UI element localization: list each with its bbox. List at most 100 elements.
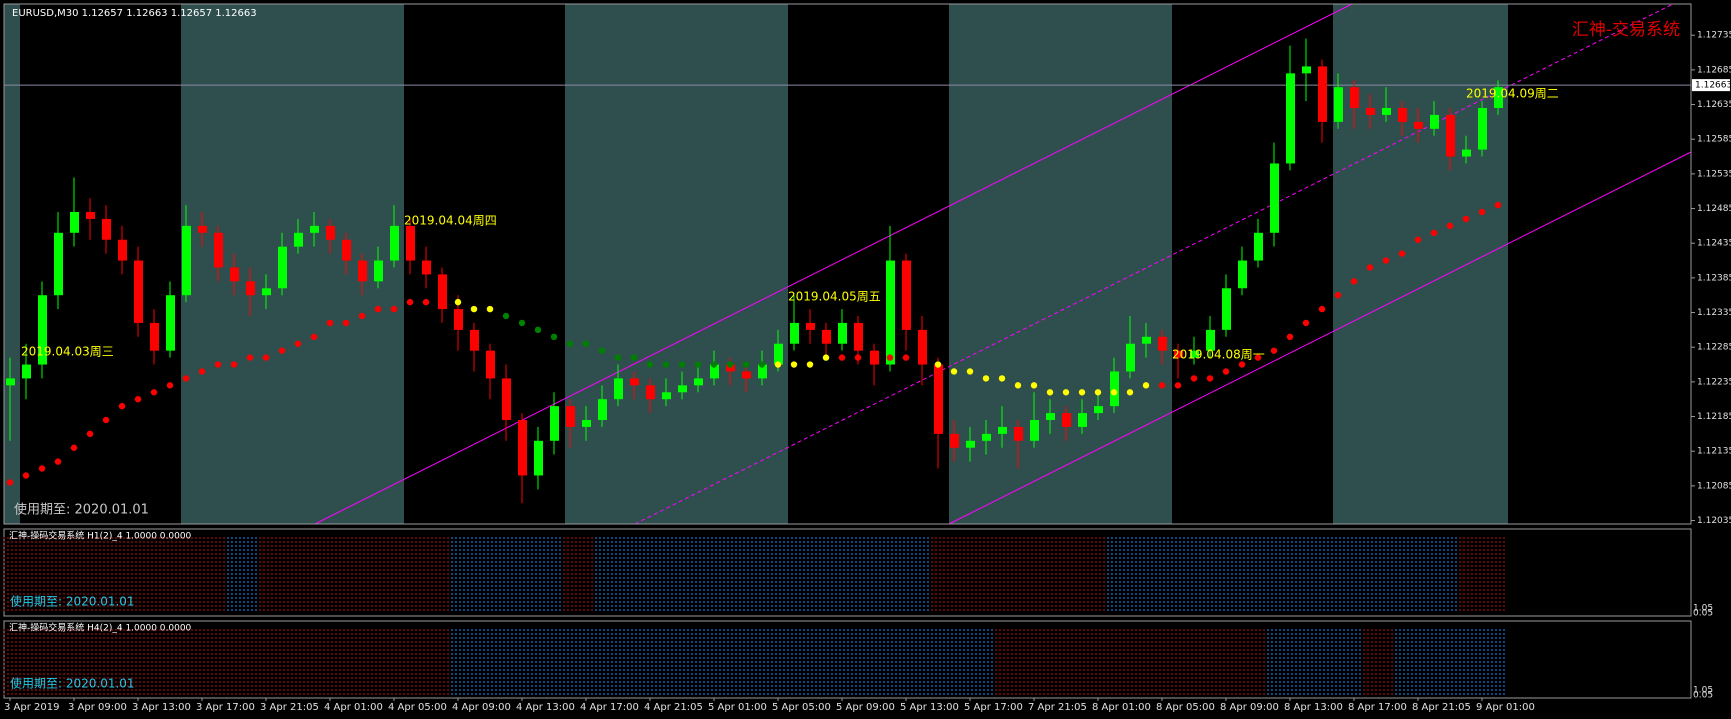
candle-body bbox=[486, 350, 495, 379]
signal-bar bbox=[1315, 537, 1329, 613]
signal-bar bbox=[643, 537, 657, 613]
candle-body bbox=[886, 260, 895, 365]
candle-body bbox=[1318, 66, 1327, 122]
ma-dot bbox=[438, 298, 446, 306]
signal-bar bbox=[563, 629, 577, 695]
signal-bar bbox=[227, 629, 241, 695]
signal-bar bbox=[675, 629, 689, 695]
signal-bar bbox=[1043, 537, 1057, 613]
signal-bar bbox=[467, 537, 481, 613]
x-tick-label: 9 Apr 01:00 bbox=[1476, 702, 1535, 713]
signal-bar bbox=[579, 537, 593, 613]
last-price-box bbox=[1692, 79, 1730, 92]
x-tick-label: 7 Apr 21:05 bbox=[1028, 702, 1087, 713]
signal-bar bbox=[1331, 537, 1345, 613]
signal-bar bbox=[659, 537, 673, 613]
candle-body bbox=[1334, 87, 1343, 122]
signal-bar bbox=[1267, 629, 1281, 695]
candle-body bbox=[1158, 336, 1167, 351]
signal-bar bbox=[1219, 629, 1233, 695]
signal-bar bbox=[1363, 537, 1377, 613]
signal-bar bbox=[931, 629, 945, 695]
candle-body bbox=[310, 225, 319, 233]
indicator-panel-border bbox=[3, 620, 1692, 699]
signal-bar bbox=[915, 537, 929, 613]
signal-bar bbox=[1475, 629, 1489, 695]
ma-dot bbox=[470, 305, 478, 313]
signal-bar bbox=[227, 537, 241, 613]
candle-body bbox=[630, 378, 639, 386]
candle-body bbox=[470, 329, 479, 351]
ma-dot bbox=[502, 312, 510, 320]
signal-bar bbox=[355, 537, 369, 613]
candle-body bbox=[1302, 66, 1311, 74]
ma-dot bbox=[1206, 375, 1214, 382]
ma-dot bbox=[614, 354, 622, 361]
signal-bar bbox=[83, 629, 97, 695]
ma-dot bbox=[598, 347, 606, 354]
signal-bar bbox=[3, 629, 17, 695]
signal-bar bbox=[1171, 537, 1185, 613]
ma-dot bbox=[374, 305, 382, 313]
signal-bar bbox=[1027, 537, 1041, 613]
license-note: 使用期至: 2020.01.01 bbox=[10, 594, 135, 609]
signal-bar bbox=[1331, 629, 1345, 695]
ma-dot bbox=[1350, 278, 1358, 285]
x-tick-label: 3 Apr 2019 bbox=[4, 702, 59, 713]
ma-dot bbox=[854, 354, 862, 361]
x-tick-label: 8 Apr 01:00 bbox=[1092, 702, 1151, 713]
signal-bar bbox=[1411, 537, 1425, 613]
x-tick-label: 4 Apr 21:05 bbox=[644, 702, 703, 713]
signal-bar bbox=[883, 537, 897, 613]
channel-lower bbox=[948, 151, 1692, 525]
candle-body bbox=[998, 426, 1007, 434]
candle-body bbox=[918, 329, 927, 365]
x-tick-label: 4 Apr 05:00 bbox=[388, 702, 447, 713]
candle-body bbox=[1014, 426, 1023, 441]
signal-bar bbox=[163, 537, 177, 613]
candle-body bbox=[1126, 343, 1135, 372]
ma-dot bbox=[166, 382, 174, 389]
candle-body bbox=[1222, 288, 1231, 330]
signal-bar bbox=[275, 537, 289, 613]
signal-bar bbox=[307, 537, 321, 613]
ma-dot bbox=[982, 375, 990, 382]
signal-bar bbox=[451, 537, 465, 613]
ma-dot bbox=[262, 354, 270, 361]
candle-body bbox=[694, 378, 703, 386]
signal-bar bbox=[179, 629, 193, 695]
signal-bar bbox=[771, 537, 785, 613]
signal-bar bbox=[1315, 629, 1329, 695]
signal-bar bbox=[835, 629, 849, 695]
candle-body bbox=[710, 364, 719, 379]
candle-body bbox=[742, 371, 751, 379]
signal-bar bbox=[1155, 537, 1169, 613]
signal-bar bbox=[403, 629, 417, 695]
y-tick-label: 1.12385 bbox=[1697, 273, 1731, 283]
ma-dot bbox=[102, 416, 110, 424]
candle-body bbox=[1030, 420, 1039, 441]
candle-body bbox=[390, 225, 399, 261]
signal-bar bbox=[1491, 629, 1505, 695]
ma-dot bbox=[582, 340, 590, 347]
signal-bar bbox=[35, 629, 49, 695]
signal-bar bbox=[51, 537, 65, 613]
ma-dot bbox=[518, 319, 526, 327]
candle-body bbox=[726, 364, 735, 372]
signal-bar bbox=[179, 537, 193, 613]
y-tick-label: 1.12335 bbox=[1697, 308, 1731, 318]
signal-bar bbox=[675, 537, 689, 613]
candle-body bbox=[550, 406, 559, 441]
y-tick-label: 1.12685 bbox=[1697, 65, 1731, 75]
ma-dot bbox=[838, 354, 846, 361]
candle-body bbox=[374, 260, 383, 282]
ma-dot bbox=[902, 354, 910, 361]
signal-bar bbox=[1011, 629, 1025, 695]
signal-bar bbox=[1011, 537, 1025, 613]
ma-dot bbox=[6, 479, 14, 486]
x-tick-label: 3 Apr 13:00 bbox=[132, 702, 191, 713]
ma-dot bbox=[118, 402, 126, 410]
license-note: 使用期至: 2020.01.01 bbox=[14, 502, 149, 518]
signal-bar bbox=[1283, 537, 1297, 613]
signal-bar bbox=[819, 629, 833, 695]
